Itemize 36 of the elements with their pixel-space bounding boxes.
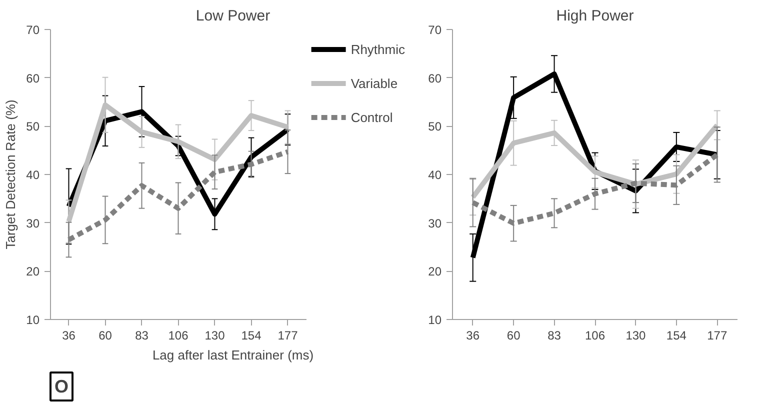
- x-tick-label: 130: [204, 328, 226, 342]
- y-tick-label: 40: [428, 168, 442, 182]
- x-tick-label: 60: [98, 328, 112, 342]
- y-tick-label: 10: [428, 313, 442, 327]
- x-tick-label: 83: [135, 328, 149, 342]
- y-tick-label: 70: [428, 23, 442, 37]
- y-tick-label: 30: [26, 216, 40, 230]
- x-tick-label: 154: [666, 328, 687, 342]
- legend-label: Rhythmic: [350, 42, 405, 56]
- y-tick-label: 50: [26, 120, 40, 134]
- x-tick-label: 106: [584, 328, 606, 342]
- y-tick-label: 70: [26, 23, 40, 37]
- x-tick-label: 177: [278, 328, 298, 342]
- y-axis-title: Target Detection Rate (%): [3, 100, 18, 250]
- y-tick-label: 60: [428, 71, 442, 86]
- x-tick-label: 60: [506, 328, 521, 342]
- y-tick-label: 60: [26, 71, 40, 86]
- legend-label: Control: [350, 110, 393, 124]
- x-tick-label: 36: [466, 328, 480, 342]
- y-tick-label: 50: [428, 120, 442, 134]
- y-tick-label: 40: [26, 168, 40, 182]
- legend-label: Variable: [350, 76, 398, 90]
- y-tick-label: 20: [428, 264, 442, 279]
- x-tick-label: 106: [168, 328, 189, 342]
- x-tick-label: 154: [241, 328, 262, 342]
- x-tick-label: 36: [62, 328, 76, 342]
- y-tick-label: 10: [26, 313, 40, 327]
- chart-title: High Power: [556, 8, 634, 24]
- x-tick-label: 130: [626, 328, 646, 342]
- y-tick-label: 30: [428, 216, 442, 230]
- text: O: [54, 376, 69, 396]
- x-tick-label: 83: [548, 328, 562, 342]
- y-tick-label: 20: [26, 264, 40, 279]
- chart-title: Low Power: [196, 8, 270, 24]
- x-tick-label: 177: [707, 328, 728, 342]
- x-axis-title: Lag after last Entrainer (ms): [152, 348, 314, 362]
